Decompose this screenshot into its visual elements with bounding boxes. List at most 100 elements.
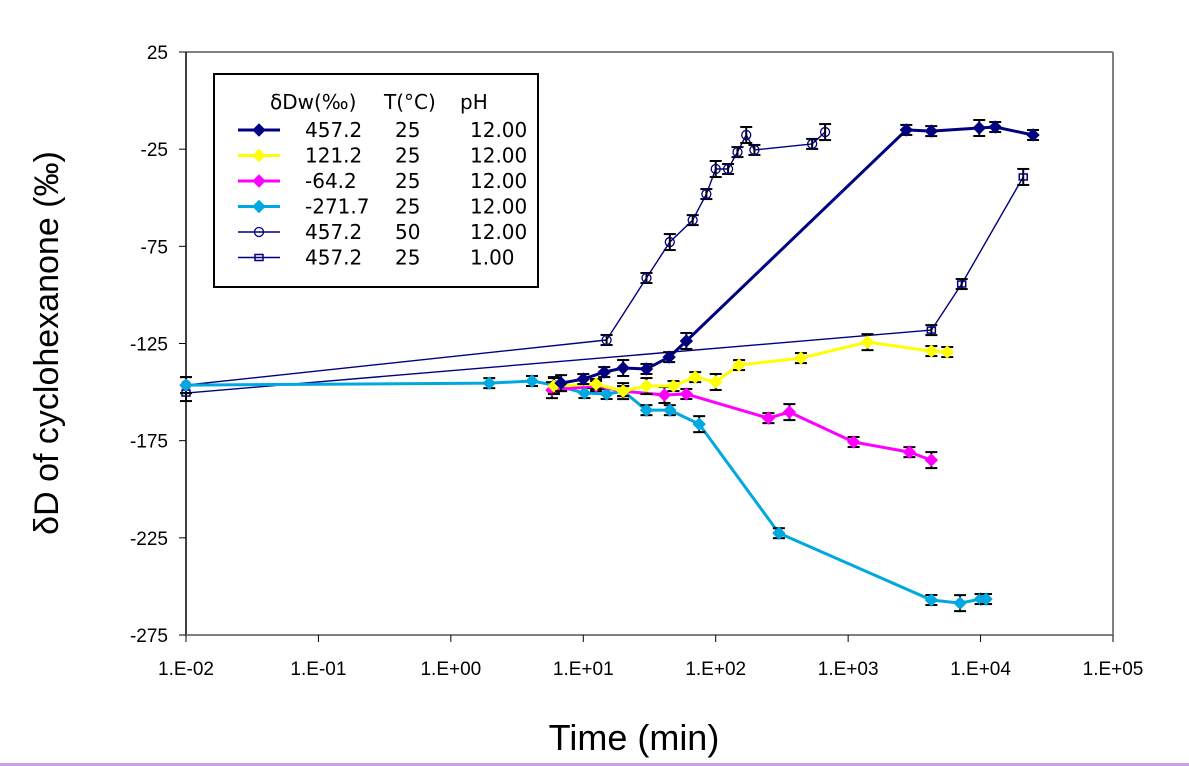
x-axis-ticks: 1.E-02 1.E-01 1.E+00 1.E+01 1.E+02 1.E+03 1.E+…: [158, 635, 1143, 680]
legend-dDw: 121.2: [305, 144, 362, 168]
data-point: [664, 236, 675, 248]
y-tick-label: -175: [130, 432, 168, 453]
y-tick-label: -275: [130, 626, 168, 647]
legend-pH: 1.00: [470, 246, 515, 270]
data-point: [899, 123, 914, 137]
data-point: [807, 138, 818, 150]
data-point: [710, 163, 721, 175]
legend-pH: 12.00: [470, 220, 527, 244]
legend-header-temp: T(°C): [383, 90, 436, 114]
x-tick-label: 1.E+04: [950, 659, 1011, 680]
legend-entry: -271.7 25 12.00: [238, 195, 527, 219]
x-tick-label: 1.E+02: [685, 659, 746, 680]
legend-T: 25: [395, 118, 420, 142]
data-point: [761, 411, 776, 425]
x-tick-label: 1.E+01: [553, 659, 614, 680]
series-0: [554, 118, 1040, 393]
legend-dDw: 457.2: [305, 118, 362, 142]
legend-header-ddw: δDw(‰): [270, 90, 356, 114]
legend-header-ph: pH: [460, 90, 488, 114]
data-point: [924, 593, 939, 607]
data-point: [722, 163, 734, 175]
data-point: [639, 362, 654, 376]
legend-T: 50: [395, 220, 420, 244]
data-point: [641, 272, 652, 284]
data-point: [662, 350, 676, 364]
data-point: [709, 375, 723, 389]
data-point: [666, 379, 681, 393]
x-tick-label: 1.E+00: [420, 659, 481, 680]
data-point: [577, 386, 592, 400]
series-1: [547, 333, 954, 398]
data-point: [924, 124, 938, 138]
data-point: [772, 526, 786, 540]
legend-marker: [252, 174, 266, 188]
data-point: [639, 403, 654, 417]
data-point: [926, 326, 937, 334]
series-3: [179, 374, 993, 613]
x-tick-label: 1.E-01: [290, 659, 346, 680]
data-point: [902, 445, 917, 459]
legend-dDw: 457.2: [305, 246, 362, 270]
data-point: [972, 121, 986, 135]
series-line: [553, 340, 948, 393]
data-point: [1026, 128, 1040, 142]
data-point: [940, 345, 954, 359]
legend-pH: 12.00: [470, 118, 527, 142]
data-point: [679, 387, 694, 401]
data-point: [749, 144, 760, 156]
legend-marker: [252, 148, 266, 163]
series-line: [185, 176, 1024, 394]
y-tick-label: -125: [130, 335, 168, 356]
data-point: [616, 361, 630, 375]
data-point: [782, 405, 797, 419]
y-tick-label: -75: [141, 237, 168, 258]
data-point: [589, 377, 603, 391]
data-point: [525, 374, 539, 388]
legend-pH: 12.00: [470, 144, 527, 168]
legend-entry: 457.2 25 12.00: [238, 118, 527, 142]
y-axis-ticks: 25 -25 -75 -125 -175 -225 -275: [130, 43, 186, 647]
series-line: [560, 125, 1034, 385]
legend-marker: [252, 123, 266, 137]
legend-entry: -64.2 25 12.00: [238, 169, 527, 193]
data-point: [663, 403, 677, 417]
data-point: [741, 129, 752, 141]
legend-entry: 121.2 25 12.00: [238, 144, 527, 168]
data-point: [988, 120, 1002, 134]
data-point: [701, 188, 712, 200]
data-point: [576, 372, 590, 386]
x-axis-title: Time (min): [549, 717, 720, 758]
legend-entry: 457.2 25 1.00: [238, 246, 515, 270]
data-point: [687, 214, 698, 226]
legend-dDw: -271.7: [305, 195, 369, 219]
data-point: [924, 344, 939, 358]
legend: δDw(‰) T(°C) pH 457.2 25 12.00 121.2 25 12.00…: [213, 73, 539, 288]
data-point: [482, 376, 496, 390]
series-layer: [179, 118, 1040, 613]
data-point: [819, 126, 831, 138]
data-point: [599, 387, 614, 401]
legend-marker: [253, 226, 265, 238]
data-point: [860, 335, 875, 349]
x-tick-label: 1.E+03: [818, 659, 879, 680]
y-tick-label: -225: [130, 529, 168, 550]
data-point: [679, 334, 694, 348]
legend-pH: 12.00: [470, 195, 527, 219]
x-tick-label: 1.E+05: [1083, 659, 1144, 680]
legend-dDw: -64.2: [305, 169, 357, 193]
legend-T: 25: [395, 169, 420, 193]
y-tick-label: -25: [141, 140, 168, 161]
data-point: [1018, 173, 1028, 181]
data-point: [597, 365, 611, 379]
data-point: [953, 596, 967, 610]
data-point: [657, 388, 672, 402]
legend-pH: 12.00: [470, 169, 527, 193]
series-line: [185, 379, 987, 605]
legend-marker: [252, 199, 266, 214]
legend-dDw: 457.2: [305, 220, 362, 244]
data-point: [179, 378, 193, 392]
legend-entry: 457.2 50 12.00: [238, 220, 527, 244]
